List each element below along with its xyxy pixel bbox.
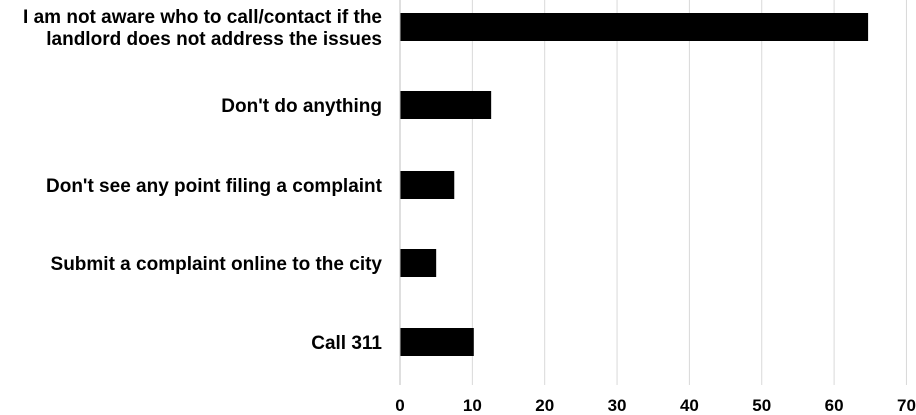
- category-label-line: Call 311: [311, 333, 382, 354]
- bar-1: [400, 91, 492, 119]
- x-tick-label-40: 40: [680, 396, 699, 415]
- x-tick-label-10: 10: [463, 396, 482, 415]
- x-tick-label-50: 50: [752, 396, 771, 415]
- bar-4: [400, 328, 474, 356]
- bars: [400, 13, 869, 356]
- category-label-line: Submit a complaint online to the city: [51, 254, 383, 275]
- gridlines: [471, 0, 907, 385]
- category-label-0: I am not aware who to call/contact if th…: [23, 7, 382, 50]
- x-tick-label-70: 70: [897, 396, 916, 415]
- category-labels: I am not aware who to call/contact if th…: [23, 7, 383, 354]
- category-label-line: Don't see any point filing a complaint: [46, 176, 383, 197]
- bar-0: [400, 13, 869, 41]
- x-tick-label-30: 30: [608, 396, 627, 415]
- category-label-4: Call 311: [311, 333, 382, 354]
- category-label-line: Don't do anything: [221, 96, 382, 117]
- x-tick-label-20: 20: [535, 396, 554, 415]
- category-label-3: Submit a complaint online to the city: [51, 254, 383, 275]
- x-tick-label-0: 0: [395, 396, 404, 415]
- category-label-line: I am not aware who to call/contact if th…: [23, 7, 382, 28]
- x-tick-labels: 0 10 20 30 40 50 60 70: [395, 396, 916, 415]
- category-label-line: landlord does not address the issues: [46, 29, 382, 50]
- category-label-1: Don't do anything: [221, 96, 382, 117]
- bar-2: [400, 171, 455, 199]
- category-label-2: Don't see any point filing a complaint: [46, 176, 383, 197]
- x-tick-label-60: 60: [825, 396, 844, 415]
- bar-3: [400, 249, 437, 277]
